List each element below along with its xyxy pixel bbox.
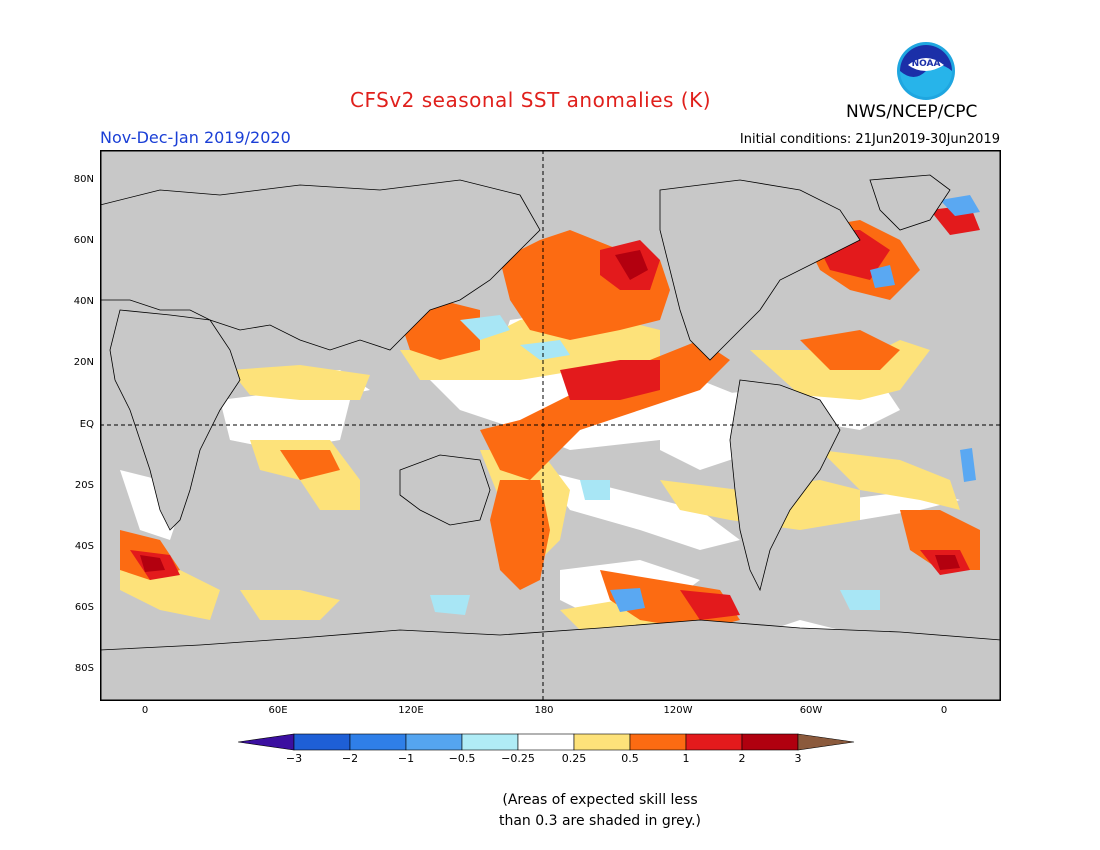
map-frame: [100, 150, 1001, 701]
agency-label: NWS/NCEP/CPC: [846, 102, 978, 122]
longitude-label: 0: [141, 705, 149, 716]
colorbar-tick-label: −0.5: [448, 752, 476, 765]
latitude-label: 40N: [73, 296, 94, 308]
colorbar-tick-label: −0.25: [501, 752, 535, 765]
skill-note-line1: (Areas of expected skill less: [502, 792, 698, 808]
chart-title: CFSv2 seasonal SST anomalies (K): [350, 88, 711, 112]
continent-outlines: [100, 174, 1001, 701]
colorbar: [238, 733, 855, 751]
longitude-label: 0: [940, 705, 948, 716]
sst-anomaly-map: [100, 150, 1001, 701]
colorbar-tick-label: −2: [341, 752, 359, 765]
colorbar-segment: [629, 733, 687, 751]
colorbar-segment: [741, 733, 799, 751]
latitude-label: 60S: [74, 602, 94, 614]
colorbar-tick-label: 3: [794, 752, 802, 765]
colorbar-segment: [293, 733, 351, 751]
colorbar-segment: [685, 733, 743, 751]
colorbar-segment: [573, 733, 631, 751]
noaa-logo-text: NOAA: [912, 59, 941, 69]
skill-note: (Areas of expected skill less than 0.3 a…: [440, 790, 760, 832]
noaa-logo: NOAA: [897, 42, 955, 100]
colorbar-segment: [349, 733, 407, 751]
longitude-label: 120W: [663, 705, 693, 716]
initial-conditions-label: Initial conditions: 21Jun2019-30Jun2019: [739, 132, 1000, 147]
latitude-label: 20N: [73, 357, 94, 369]
longitude-label: 60E: [268, 705, 288, 716]
longitude-label: 60W: [799, 705, 823, 716]
colorbar-segment: [405, 733, 463, 751]
light-cool-anomaly-regions: [430, 315, 880, 615]
latitude-label: EQ: [79, 418, 94, 430]
latitude-label: 40S: [74, 540, 94, 552]
latitude-label: 80N: [73, 173, 94, 185]
latitude-label: 60N: [73, 234, 94, 246]
colorbar-segment: [461, 733, 519, 751]
latitude-label: 20S: [74, 479, 94, 491]
colorbar-tick-label: 1: [682, 752, 690, 765]
colorbar-tick-label: −1: [397, 752, 415, 765]
skill-note-line2: than 0.3 are shaded in grey.): [498, 813, 701, 829]
colorbar-tick-label: −3: [285, 752, 303, 765]
longitude-label: 120E: [398, 705, 424, 716]
colorbar-tick-label: 0.5: [621, 752, 639, 765]
colorbar-tick-label: 2: [738, 752, 746, 765]
latitude-label: 80S: [74, 663, 94, 675]
colorbar-high-arrow: [797, 733, 855, 751]
longitude-label: 180: [534, 705, 554, 716]
season-label: Nov-Dec-Jan 2019/2020: [100, 128, 291, 147]
colorbar-segment: [517, 733, 575, 751]
colorbar-tick-label: 0.25: [561, 752, 587, 765]
colorbar-low-arrow: [238, 733, 295, 751]
